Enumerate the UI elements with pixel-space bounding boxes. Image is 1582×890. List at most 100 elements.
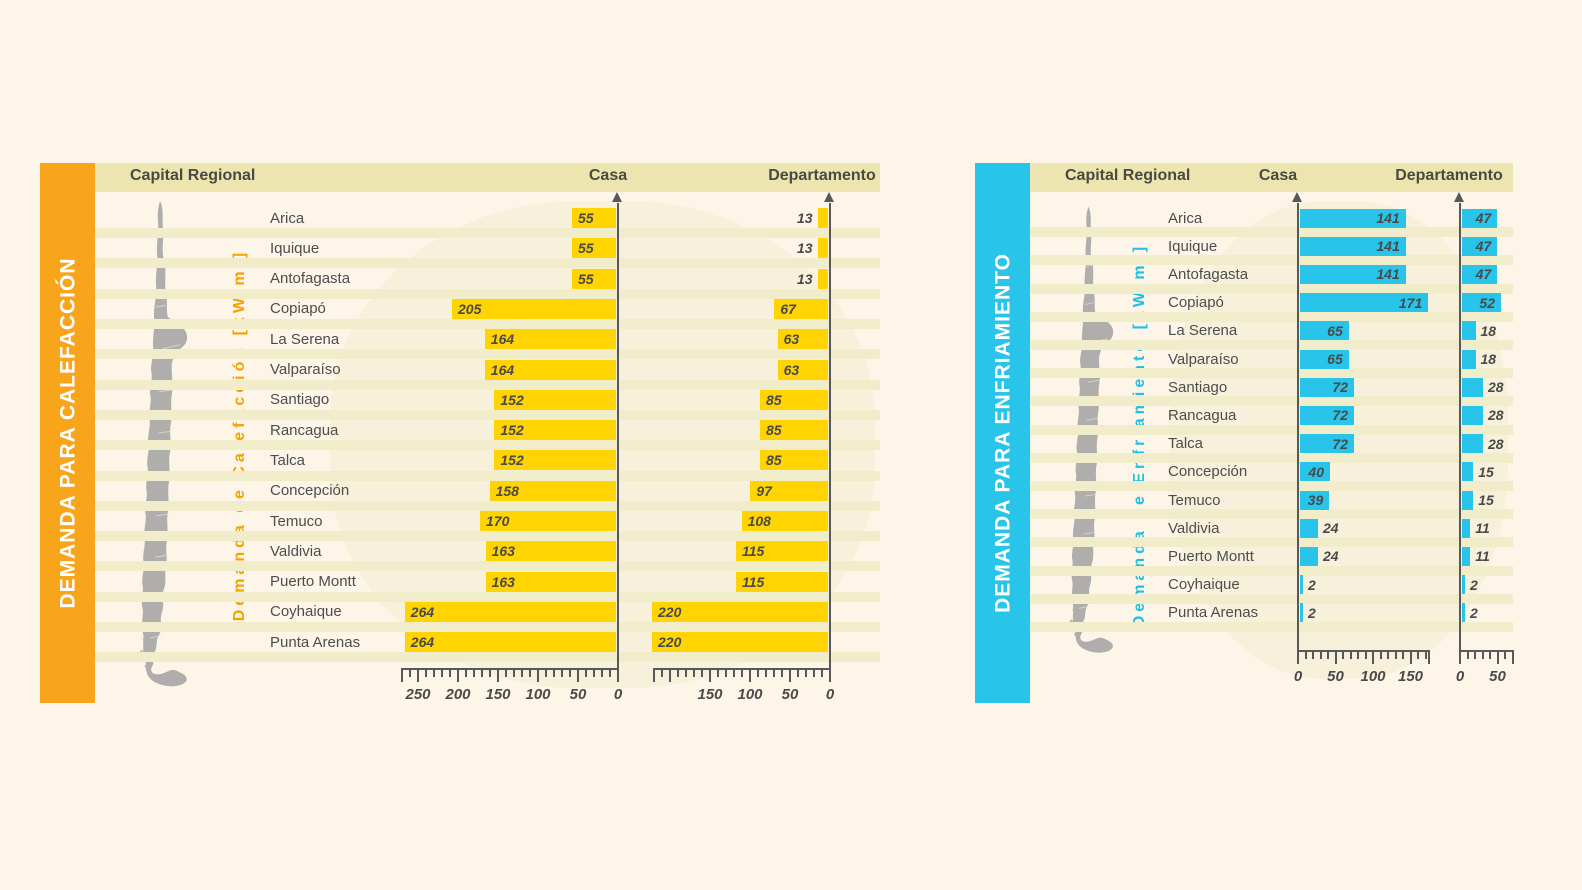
bar-departamento (750, 480, 828, 501)
value-label: 52 (1479, 294, 1495, 311)
ruler-tick (473, 668, 475, 677)
ruler-tick (433, 668, 435, 677)
ruler-tick (701, 668, 703, 677)
cooling-panel: DEMANDA PARA ENFRIAMIENTO Capital Region… (975, 163, 1514, 703)
ruler-tick (457, 668, 459, 682)
value-label: 163 (491, 543, 515, 560)
value-label: 13 (797, 210, 813, 226)
value-label: 15 (1478, 463, 1494, 480)
cooling-banner-title: DEMANDA PARA ENFRIAMIENTO (990, 253, 1014, 613)
category-label: Iquique (270, 239, 320, 257)
value-label: 28 (1488, 407, 1504, 424)
ruler-tick (529, 668, 531, 677)
ruler-tick-label: 150 (1397, 668, 1424, 685)
ruler-tick (521, 668, 523, 677)
category-label: Puerto Montt (1168, 547, 1254, 565)
category-label: Concepción (1168, 463, 1248, 481)
ruler-tick-label: 0 (1293, 668, 1303, 685)
ruler-tick-label: 50 (569, 686, 587, 703)
category-label: Puerto Montt (270, 573, 356, 591)
category-label: Antofagasta (270, 270, 351, 288)
ruler-tick (1496, 650, 1499, 664)
value-label: 85 (766, 391, 782, 408)
value-label: 152 (500, 422, 524, 439)
bar-departamento (741, 511, 828, 531)
category-label: Rancagua (270, 421, 339, 439)
ruler-tick (765, 668, 767, 677)
bar-casa (1300, 603, 1303, 623)
bar-casa (480, 511, 616, 531)
value-label: 47 (1475, 210, 1492, 226)
ruler-tick (1379, 650, 1382, 659)
ruler-tick (781, 668, 783, 677)
category-label: La Serena (1168, 322, 1238, 340)
value-label: 13 (797, 240, 813, 257)
bar-departamento (1462, 349, 1476, 369)
bar-casa (452, 298, 616, 319)
value-label: 220 (658, 634, 682, 651)
row-stripe (1030, 424, 1513, 435)
value-label: 72 (1332, 435, 1348, 452)
value-label: 171 (1398, 294, 1423, 311)
value-label: 85 (766, 422, 782, 439)
bar-casa (1300, 236, 1406, 256)
bar-departamento (777, 359, 828, 380)
axis-arrow-casa (612, 192, 622, 202)
ruler-tick (585, 668, 587, 677)
ruler-tick (561, 668, 563, 677)
category-label: Antofagasta (1168, 265, 1249, 283)
heating-banner: DEMANDA PARA CALEFACCIÓN (40, 163, 95, 703)
category-label: Iquique (1168, 237, 1218, 255)
category-label: Talca (270, 451, 306, 469)
ruler-tick-label: 250 (405, 686, 431, 703)
ruler-tick (1481, 650, 1484, 659)
category-label: Valdivia (1168, 519, 1220, 537)
ruler-tick (1409, 650, 1412, 664)
ruler-tick (401, 668, 403, 682)
row-stripe (95, 288, 880, 299)
bar-departamento (1462, 377, 1483, 397)
cooling-banner: DEMANDA PARA ENFRIAMIENTO (975, 163, 1030, 703)
heating-banner-title: DEMANDA PARA CALEFACCIÓN (55, 257, 79, 609)
row-stripe (95, 531, 880, 542)
row-stripe (1030, 283, 1513, 294)
ruler-tick-label: 50 (1489, 668, 1506, 685)
bar-casa (1300, 377, 1354, 397)
bar-departamento (774, 298, 828, 319)
value-label: 40 (1308, 463, 1324, 480)
bar-casa (1300, 490, 1330, 510)
bar-departamento (652, 601, 828, 622)
bar-departamento (817, 268, 828, 289)
ruler-tick (725, 668, 727, 677)
ruler-tick (497, 668, 499, 682)
category-label: Rancagua (1168, 406, 1237, 424)
bar-casa (1300, 349, 1349, 369)
ruler-tick (821, 668, 823, 677)
value-label: 24 (1323, 520, 1339, 537)
ruler-tick (1489, 650, 1491, 659)
value-label: 115 (742, 543, 765, 560)
ruler-tick (425, 668, 427, 677)
value-label: 65 (1327, 351, 1343, 367)
category-label: Copiapó (270, 300, 326, 318)
value-label: 55 (578, 210, 594, 226)
value-label: 15 (1478, 492, 1494, 508)
ruler-tick-label: 150 (697, 686, 723, 703)
row-stripe (1030, 565, 1513, 576)
value-label: 152 (500, 391, 524, 408)
value-label: 72 (1332, 407, 1348, 424)
header-capital-regional: Capital Regional (1065, 167, 1191, 184)
category-label: Arica (270, 209, 305, 227)
row-stripe (95, 561, 880, 572)
ruler-tick (1394, 650, 1397, 659)
value-label: 72 (1332, 379, 1348, 396)
ruler-tick (653, 668, 655, 682)
bar-departamento (1462, 434, 1483, 454)
value-label: 152 (500, 452, 524, 469)
ruler-tick (757, 668, 759, 677)
header-casa: Casa (588, 167, 628, 184)
category-label: Punta Arenas (270, 633, 361, 651)
row-stripe (1030, 311, 1513, 322)
value-label: 264 (410, 634, 435, 651)
category-label: Punta Arenas (1168, 604, 1259, 622)
